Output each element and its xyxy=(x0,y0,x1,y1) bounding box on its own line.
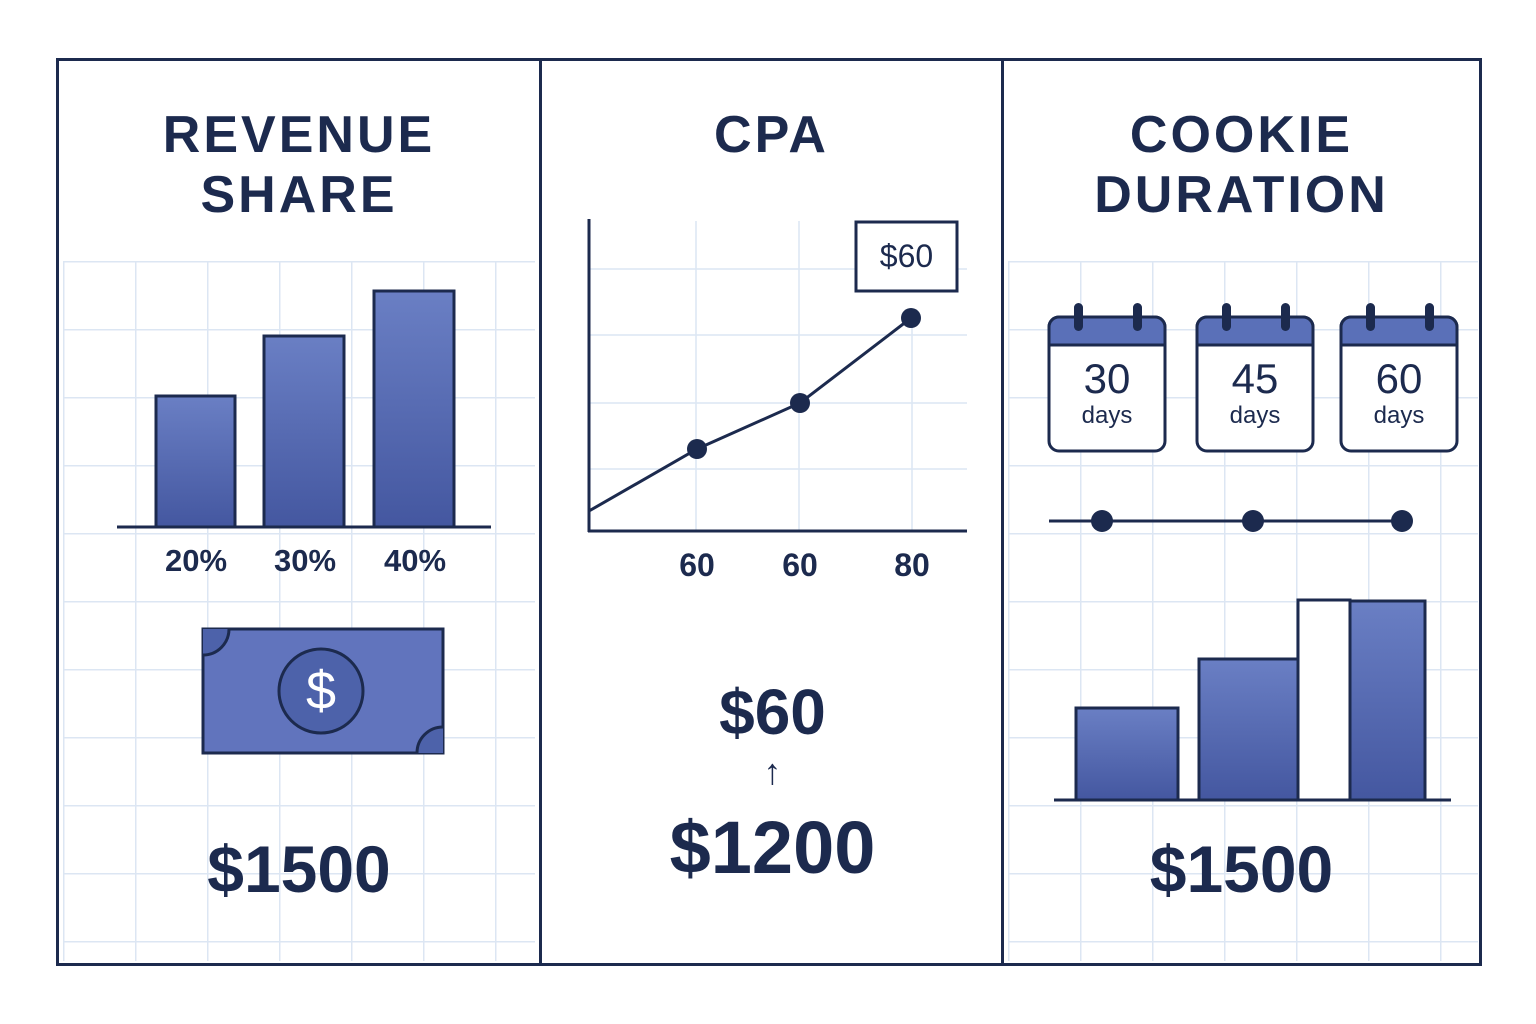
data-point xyxy=(790,393,810,413)
cookie-duration-amount: $1500 xyxy=(1149,832,1334,906)
cpa-line-chart xyxy=(587,219,967,533)
infographic-frame: REVENUE SHARE 20% 30% 40% xyxy=(56,58,1482,966)
bar-empty xyxy=(1296,598,1352,802)
data-point xyxy=(687,439,707,459)
calendar-unit: days xyxy=(1229,402,1281,429)
calendar-number: 60 xyxy=(1375,355,1423,402)
revenue-share-panel: REVENUE SHARE 20% 30% 40% xyxy=(59,61,539,963)
bar xyxy=(1348,599,1427,802)
revenue-share-title-line1: REVENUE xyxy=(162,106,436,164)
callout-value: $60 xyxy=(879,238,934,274)
cookie-bar-chart xyxy=(1054,598,1451,802)
x-label-3: 80 xyxy=(894,547,930,583)
timeline-dot xyxy=(1391,510,1413,532)
calendar-number: 30 xyxy=(1083,355,1131,402)
data-point xyxy=(901,308,921,328)
bar-label-20: 20% xyxy=(164,543,228,578)
callout-box xyxy=(854,220,959,293)
calendar-icon-60: 60 days xyxy=(1339,301,1459,453)
timeline-dot xyxy=(1242,510,1264,532)
calendar-unit: days xyxy=(1081,402,1133,429)
cookie-duration-title-line1: COOKIE xyxy=(1129,106,1354,164)
arrow-up-icon: ↑ xyxy=(763,751,782,792)
chart-grid xyxy=(590,221,967,531)
x-label-1: 60 xyxy=(679,547,715,583)
bar-label-30: 30% xyxy=(273,543,337,578)
bar-20 xyxy=(154,394,237,529)
revenue-share-amount: $1500 xyxy=(207,832,391,906)
cookie-duration-panel: COOKIE DURATION 30 days 45 days xyxy=(1001,61,1479,963)
dollar-bill-icon: $ xyxy=(201,627,445,755)
cpa-value-bottom: $1200 xyxy=(669,806,876,889)
bar-40 xyxy=(372,289,456,529)
cpa-panel: CPA $60 60 60 80 $60 ↑ $12 xyxy=(539,61,1001,963)
revenue-share-title-line2: SHARE xyxy=(200,166,398,224)
x-label-2: 60 xyxy=(782,547,818,583)
dollar-sign: $ xyxy=(305,661,337,721)
bar xyxy=(1197,657,1300,802)
bar xyxy=(1074,706,1180,802)
cookie-duration-title-line2: DURATION xyxy=(1094,166,1389,224)
timeline-dot xyxy=(1091,510,1113,532)
cpa-line xyxy=(588,316,912,513)
calendar-number: 45 xyxy=(1231,355,1279,402)
cpa-value-top: $60 xyxy=(719,676,826,748)
bar-label-40: 40% xyxy=(383,543,447,578)
cpa-title: CPA xyxy=(714,106,829,164)
timeline xyxy=(1049,510,1413,532)
bar-30 xyxy=(262,334,346,529)
calendar-unit: days xyxy=(1373,402,1425,429)
revenue-share-bar-chart xyxy=(117,289,491,529)
calendar-icon-45: 45 days xyxy=(1195,301,1315,453)
calendar-icon-30: 30 days xyxy=(1047,301,1167,453)
